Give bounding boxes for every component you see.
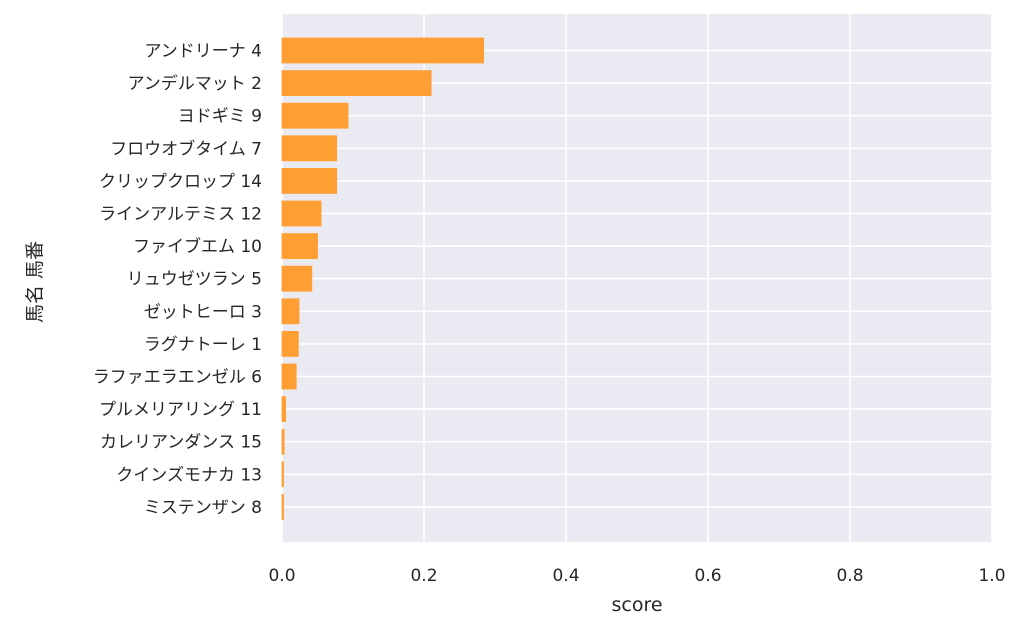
y-tick-label: フロウオブタイム 7 (110, 138, 262, 159)
bar (281, 135, 338, 162)
bar (281, 396, 286, 423)
bar (281, 428, 285, 455)
y-tick-label: ラファエラエンゼル 6 (93, 368, 262, 388)
bar (281, 265, 313, 292)
y-tick-label: ゼットヒーロ 3 (144, 302, 262, 322)
y-tick-label: ラグナトーレ 1 (144, 335, 262, 355)
x-tick-label: 0.6 (694, 566, 721, 586)
bar (281, 493, 284, 520)
bar (281, 37, 485, 64)
bar (281, 102, 349, 129)
y-tick-label: クリップクロップ 14 (99, 172, 262, 192)
bar (281, 298, 300, 325)
y-tick-labels: アンドリーナ 4 アンデルマット 2 ヨドギミ 9 フロウオブタイム 7 クリップクロッ… (93, 42, 262, 518)
bar (281, 461, 284, 488)
bar (281, 70, 432, 96)
x-tick-label: 0.8 (836, 566, 863, 586)
bar (281, 330, 299, 357)
bar (281, 233, 318, 260)
y-tick-label: クインズモナカ 13 (116, 465, 262, 485)
bar (281, 363, 297, 390)
x-tick-label: 1.0 (978, 566, 1005, 586)
x-axis-title: score (611, 594, 662, 616)
x-tick-label: 0.0 (268, 566, 295, 586)
bar (281, 200, 322, 227)
y-tick-label: アンデルマット 2 (127, 73, 262, 94)
y-tick-label: ラインアルテミス 12 (99, 205, 262, 225)
x-tick-label: 0.4 (552, 566, 579, 586)
y-axis-title: 馬名 馬番 (24, 241, 46, 323)
y-tick-label: ファイブエム 10 (133, 236, 262, 257)
x-tick-labels: 0.0 0.2 0.4 0.6 0.8 1.0 (268, 566, 1005, 586)
bar (281, 167, 338, 194)
y-tick-label: ヨドギミ 9 (178, 107, 262, 127)
y-tick-label: プルメリアリング 11 (99, 400, 262, 420)
bars (281, 37, 485, 520)
x-tick-label: 0.2 (410, 566, 437, 586)
y-tick-label: カレリアンダンス 15 (100, 433, 262, 453)
y-tick-label: アンドリーナ 4 (144, 42, 262, 62)
y-tick-label: リュウゼツラン 5 (127, 270, 262, 290)
y-tick-label: ミステンザン 8 (144, 498, 262, 518)
